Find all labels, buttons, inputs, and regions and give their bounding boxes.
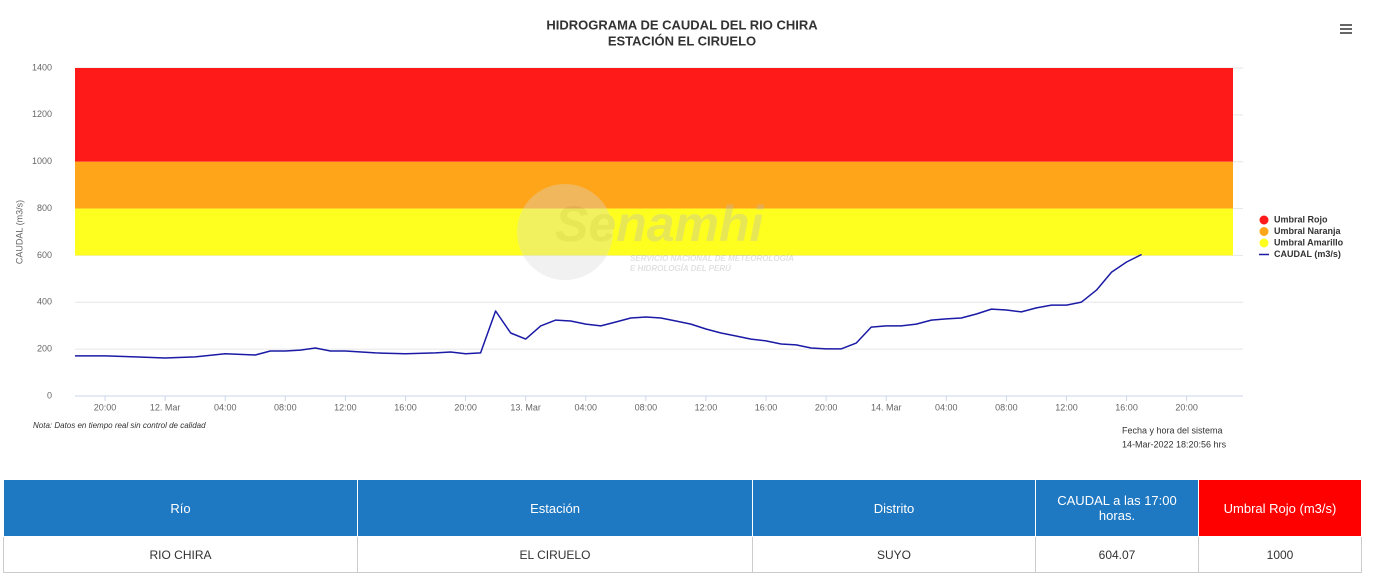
- chart: HIDROGRAMA DE CAUDAL DEL RIO CHIRA ESTAC…: [14, 17, 1352, 449]
- system-time: 14-Mar-2022 18:20:56 hrs: [1122, 439, 1227, 449]
- x-tick-label: 16:00: [755, 402, 778, 412]
- threshold-band: [75, 208, 1233, 256]
- chart-title: HIDROGRAMA DE CAUDAL DEL RIO CHIRA: [546, 17, 818, 32]
- x-tick-label: 13. Mar: [510, 402, 541, 412]
- x-tick-label: 04:00: [214, 402, 237, 412]
- cell: EL CIRUELO: [357, 536, 753, 573]
- cell: SUYO: [752, 536, 1036, 573]
- x-tick-label: 20:00: [94, 402, 117, 412]
- data-row: RIO CHIRA EL CIRUELO SUYO 604.07 1000: [3, 536, 1362, 573]
- legend-label: CAUDAL (m3/s): [1274, 249, 1341, 259]
- header-cell: Umbral Rojo (m3/s): [1198, 479, 1362, 537]
- legend-marker: [1259, 215, 1269, 225]
- y-tick-label: 600: [37, 250, 52, 260]
- threshold-band: [75, 68, 1233, 162]
- watermark-line: E HIDROLOGÍA DEL PERÚ: [630, 264, 731, 273]
- x-tick-label: 14. Mar: [871, 402, 902, 412]
- cell: 1000: [1198, 536, 1362, 573]
- x-tick-label: 08:00: [995, 402, 1018, 412]
- legend-marker: [1259, 238, 1269, 248]
- cell: RIO CHIRA: [3, 536, 358, 573]
- x-tick-label: 12:00: [1055, 402, 1078, 412]
- x-tick-label: 12. Mar: [150, 402, 181, 412]
- header-cell: CAUDAL a las 17:00 horas.: [1035, 479, 1199, 537]
- legend-marker: [1259, 227, 1269, 236]
- menu-icon[interactable]: [1340, 24, 1352, 34]
- menu-bar[interactable]: [1340, 24, 1352, 26]
- y-tick-label: 1000: [32, 156, 52, 166]
- x-tick-label: 08:00: [635, 402, 658, 412]
- x-tick-label: 08:00: [274, 402, 297, 412]
- y-tick-label: 400: [37, 297, 52, 307]
- y-tick-label: 200: [37, 344, 52, 354]
- note: Nota: Datos en tiempo real sin control d…: [33, 421, 206, 430]
- x-tick-label: 16:00: [1115, 402, 1138, 412]
- chart-subtitle: ESTACIÓN EL CIRUELO: [608, 33, 756, 48]
- x-tick-label: 12:00: [695, 402, 718, 412]
- line-series: [75, 253, 1142, 359]
- y-tick-label: 1200: [32, 109, 52, 119]
- watermark-name: Senamhi: [555, 196, 765, 252]
- legend-label: Umbral Rojo: [1274, 214, 1328, 224]
- legend-label: Umbral Naranja: [1274, 226, 1342, 236]
- x-tick-label: 12:00: [334, 402, 357, 412]
- x-tick-label: 20:00: [1175, 402, 1198, 412]
- header-row: Río Estación Distrito CAUDAL a las 17:00…: [3, 479, 1362, 537]
- menu-bar[interactable]: [1340, 32, 1352, 34]
- watermark: Senamhi SERVICIO NACIONAL DE METEOROLOGÍA…: [517, 184, 794, 280]
- y-tick-label: 800: [37, 203, 52, 213]
- menu-bar[interactable]: [1340, 28, 1352, 30]
- x-tick-label: 20:00: [454, 402, 477, 412]
- threshold-band: [75, 161, 1233, 209]
- legend-label: Umbral Amarillo: [1274, 237, 1344, 247]
- cell: 604.07: [1035, 536, 1199, 573]
- y-tick-label: 1400: [32, 62, 52, 72]
- x-tick-label: 04:00: [935, 402, 958, 412]
- x-tick-label: 16:00: [394, 402, 417, 412]
- table: Río Estación Distrito CAUDAL a las 17:00…: [3, 479, 1362, 573]
- system-time-label: Fecha y hora del sistema: [1122, 425, 1223, 435]
- watermark-logo: [517, 184, 613, 280]
- y-tick-label: 0: [47, 390, 52, 400]
- header-cell: Río: [3, 479, 358, 537]
- y-axis-title: CAUDAL (m3/s): [14, 200, 24, 264]
- header-cell: Distrito: [752, 479, 1036, 537]
- x-tick-label: 20:00: [815, 402, 838, 412]
- watermark-line: SERVICIO NACIONAL DE METEOROLOGÍA: [630, 254, 794, 263]
- x-tick-label: 04:00: [574, 402, 597, 412]
- header-cell: Estación: [357, 479, 753, 537]
